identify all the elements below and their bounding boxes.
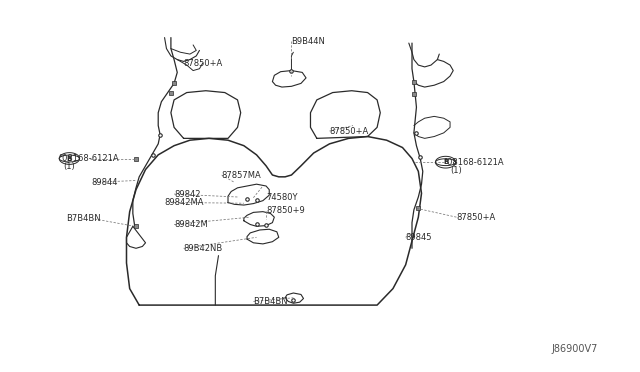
Text: °08168-6121A: °08168-6121A [444, 158, 504, 167]
Text: 74580Y: 74580Y [266, 193, 298, 202]
Text: 89845: 89845 [406, 233, 432, 242]
Text: B7B4BN: B7B4BN [66, 215, 101, 224]
Text: 87850+A: 87850+A [330, 126, 369, 135]
Text: °08168-6121A: °08168-6121A [59, 154, 119, 163]
Text: 87850+9: 87850+9 [266, 206, 305, 215]
Text: 89842: 89842 [174, 190, 200, 199]
Text: B9B44N: B9B44N [291, 37, 325, 46]
Text: B: B [443, 159, 448, 165]
Text: 87850+A: 87850+A [184, 59, 223, 68]
Text: 87857MA: 87857MA [221, 170, 261, 180]
Text: (1): (1) [63, 163, 75, 171]
Text: 89B42NB: 89B42NB [184, 244, 223, 253]
Text: 89842M: 89842M [174, 220, 208, 229]
Text: B: B [67, 155, 72, 161]
Text: J86900V7: J86900V7 [552, 344, 598, 354]
Text: 89842MA: 89842MA [164, 198, 204, 207]
Text: 87850+A: 87850+A [456, 213, 495, 222]
Text: 89844: 89844 [92, 178, 118, 187]
Text: B7B4BN: B7B4BN [253, 297, 288, 306]
Text: (1): (1) [450, 166, 462, 175]
